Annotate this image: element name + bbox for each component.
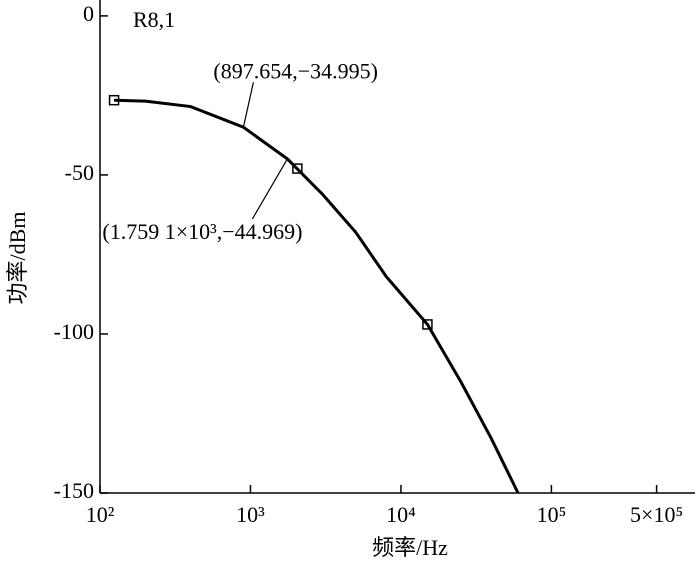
marker [422,319,433,330]
annotation: (1.759 1×10³,−44.969) [102,219,302,244]
y-tick-label: 0 [83,1,94,26]
x-tick-label: 10⁵ [537,502,567,527]
x-tick-label: 5×10⁵ [630,502,683,527]
x-tick-label: 10³ [236,502,265,527]
y-axis-label: 功率/dBm [5,212,30,305]
leader-line [251,158,288,220]
series-label: R8,1 [133,7,175,32]
x-tick-label: 10² [86,502,115,527]
x-axis-label: 频率/Hz [372,535,448,560]
y-tick-label: -150 [54,478,94,503]
leader-line [242,82,255,128]
y-tick-label: -50 [65,160,94,185]
marker [108,94,120,106]
y-tick-label: -100 [54,319,94,344]
x-tick-label: 10⁴ [386,502,416,527]
curve [114,98,520,494]
annotation: (897.654,−34.995) [213,58,378,83]
marker [292,163,303,174]
